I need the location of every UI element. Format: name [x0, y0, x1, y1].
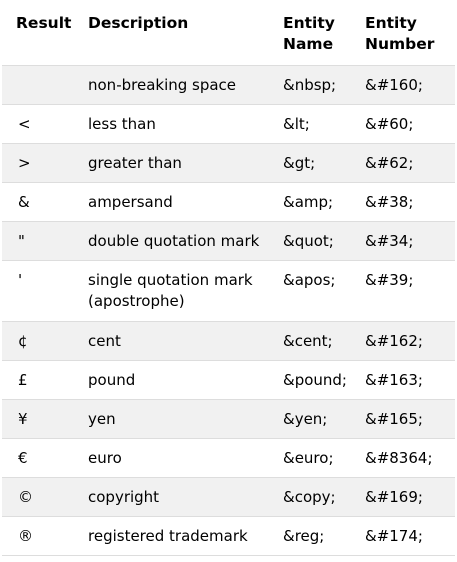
- header-row: Result Description Entity Name Entity Numb…: [2, 3, 455, 65]
- cell-entity-number: &#62;: [355, 142, 455, 182]
- cell-entity-name: &copy;: [273, 476, 355, 516]
- table-row: > greater than &gt; &#62;: [2, 142, 455, 182]
- cell-description: less than: [78, 103, 273, 143]
- cell-description: copyright: [78, 476, 273, 516]
- cell-entity-name: &pound;: [273, 359, 355, 399]
- cell-result: ¥: [2, 398, 78, 438]
- header-result-label: Result: [16, 14, 72, 32]
- table-row: " double quotation mark &quot; &#34;: [2, 220, 455, 260]
- cell-result: ¢: [2, 320, 78, 360]
- html-entities-table: Result Description Entity Name Entity Numb…: [2, 3, 455, 556]
- header-entity-number-line1: Entity: [365, 14, 417, 32]
- table-row: ® registered trademark &reg; &#174;: [2, 515, 455, 556]
- cell-entity-number: &#60;: [355, 103, 455, 143]
- cell-entity-number: &#162;: [355, 320, 455, 360]
- cell-result: &: [2, 181, 78, 221]
- entity-reference-panel: Result Description Entity Name Entity Numb…: [2, 3, 455, 556]
- cell-entity-name: &gt;: [273, 142, 355, 182]
- table-row: & ampersand &amp; &#38;: [2, 181, 455, 221]
- cell-entity-name: &quot;: [273, 220, 355, 260]
- table-row: < less than &lt; &#60;: [2, 103, 455, 143]
- cell-entity-name: &lt;: [273, 103, 355, 143]
- cell-entity-name: &yen;: [273, 398, 355, 438]
- cell-description: double quotation mark: [78, 220, 273, 260]
- cell-entity-number: &#160;: [355, 64, 455, 104]
- cell-entity-name: &cent;: [273, 320, 355, 360]
- cell-result: <: [2, 103, 78, 143]
- cell-entity-number: &#169;: [355, 476, 455, 516]
- cell-result: €: [2, 437, 78, 477]
- cell-entity-name: &amp;: [273, 181, 355, 221]
- cell-result: [2, 64, 78, 104]
- table-row: ' single quotation mark (apostrophe) &apos…: [2, 259, 455, 321]
- table-header: Result Description Entity Name Entity Numb…: [2, 3, 455, 65]
- header-entity-number: Entity Number: [355, 3, 455, 65]
- header-result: Result: [2, 3, 78, 65]
- table-row: non-breaking space &nbsp; &#160;: [2, 64, 455, 104]
- cell-entity-number: &#163;: [355, 359, 455, 399]
- cell-result: ®: [2, 515, 78, 556]
- cell-entity-name: &apos;: [273, 259, 355, 321]
- cell-description: ampersand: [78, 181, 273, 221]
- header-description-label: Description: [88, 14, 189, 32]
- cell-entity-number: &#38;: [355, 181, 455, 221]
- cell-description: greater than: [78, 142, 273, 182]
- cell-description: pound: [78, 359, 273, 399]
- cell-entity-number: &#39;: [355, 259, 455, 321]
- cell-entity-name: &nbsp;: [273, 64, 355, 104]
- header-entity-name-line1: Entity: [283, 14, 335, 32]
- cell-description: single quotation mark (apostrophe): [78, 259, 273, 321]
- table-body: non-breaking space &nbsp; &#160; < less than…: [2, 64, 455, 556]
- cell-description: registered trademark: [78, 515, 273, 556]
- cell-entity-number: &#174;: [355, 515, 455, 556]
- table-row: £ pound &pound; &#163;: [2, 359, 455, 399]
- cell-description: cent: [78, 320, 273, 360]
- table-row: ¥ yen &yen; &#165;: [2, 398, 455, 438]
- cell-result: £: [2, 359, 78, 399]
- cell-entity-number: &#165;: [355, 398, 455, 438]
- cell-entity-number: &#8364;: [355, 437, 455, 477]
- table-row: € euro &euro; &#8364;: [2, 437, 455, 477]
- cell-result: ": [2, 220, 78, 260]
- header-entity-number-line2: Number: [365, 35, 435, 53]
- cell-result: ©: [2, 476, 78, 516]
- table-row: © copyright &copy; &#169;: [2, 476, 455, 516]
- cell-description: yen: [78, 398, 273, 438]
- table-row: ¢ cent &cent; &#162;: [2, 320, 455, 360]
- cell-entity-name: &reg;: [273, 515, 355, 556]
- cell-entity-number: &#34;: [355, 220, 455, 260]
- cell-description: euro: [78, 437, 273, 477]
- cell-result: >: [2, 142, 78, 182]
- header-entity-name-line2: Name: [283, 35, 334, 53]
- cell-entity-name: &euro;: [273, 437, 355, 477]
- cell-description: non-breaking space: [78, 64, 273, 104]
- cell-result: ': [2, 259, 78, 321]
- header-description: Description: [78, 3, 273, 65]
- header-entity-name: Entity Name: [273, 3, 355, 65]
